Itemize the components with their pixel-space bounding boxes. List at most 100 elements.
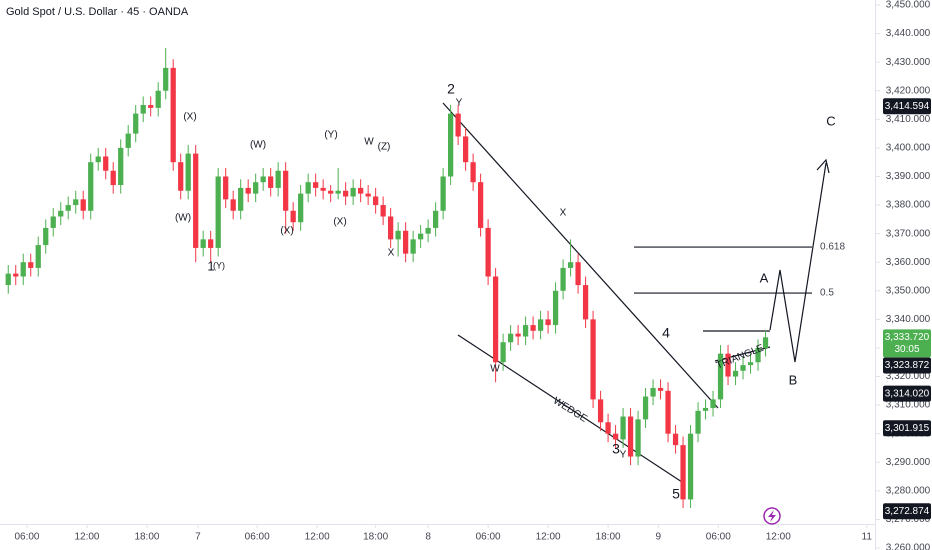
- candle-body: [5, 273, 11, 286]
- candle-body: [612, 433, 619, 440]
- candle-body: [433, 210, 439, 228]
- candle-body: [275, 170, 281, 188]
- candle-body: [575, 262, 581, 286]
- candle-body: [410, 239, 416, 254]
- candle-body: [365, 193, 371, 197]
- candle-body: [320, 187, 326, 191]
- price-tag: [883, 420, 931, 437]
- candle-body: [492, 276, 499, 363]
- candle-body: [447, 113, 454, 177]
- arrow-head: [816, 158, 830, 174]
- candle-body: [702, 407, 709, 411]
- x-tick-label: 06:00: [476, 532, 501, 543]
- candle-body: [253, 182, 259, 194]
- candle-body: [567, 262, 574, 268]
- candle-body: [80, 199, 86, 211]
- candle-body: [223, 176, 229, 200]
- candle-body: [522, 325, 529, 337]
- x-tick-label: 18:00: [596, 532, 621, 543]
- alert-icon[interactable]: [763, 507, 781, 525]
- candle-body: [28, 262, 34, 268]
- wave-label: W: [490, 364, 500, 375]
- price-tag: [883, 329, 931, 358]
- candle-body: [328, 190, 334, 194]
- candle-body: [530, 325, 536, 331]
- wave-label: 5: [672, 486, 680, 502]
- candle-body: [298, 193, 304, 223]
- candle-body: [537, 319, 544, 331]
- y-tick-label: 3,380.000: [886, 200, 931, 211]
- candle-body: [35, 245, 41, 268]
- candle-body: [635, 419, 641, 457]
- x-tick-label: 12:00: [536, 532, 561, 543]
- price-tag-label: 3,414.594: [885, 101, 930, 112]
- price-tag-label: 3,301.915: [885, 423, 930, 434]
- candle-body: [395, 230, 401, 240]
- wave-label: (X): [280, 226, 293, 237]
- candle-body: [20, 262, 26, 277]
- wave-label: W: [364, 137, 374, 148]
- candle-body: [620, 416, 626, 440]
- candle-body: [43, 227, 49, 246]
- wave-label: Y: [456, 98, 463, 109]
- candle-body: [103, 156, 109, 171]
- candle-body: [477, 182, 484, 228]
- wave-label: (Z): [378, 142, 391, 153]
- candle-body: [470, 162, 476, 183]
- candle-body: [680, 445, 686, 500]
- y-tick-label: 3,360.000: [886, 257, 931, 268]
- candle-body: [283, 170, 289, 211]
- candle-body: [163, 67, 169, 91]
- candle-body: [208, 239, 214, 248]
- candle-body: [740, 365, 746, 371]
- candle-body: [155, 90, 161, 108]
- candle-body: [170, 67, 176, 163]
- candle-body: [335, 190, 341, 194]
- candle-body: [605, 422, 611, 434]
- candle-body: [732, 370, 739, 377]
- x-tick-label: 12:00: [74, 532, 99, 543]
- candle-body: [380, 205, 386, 217]
- candle-body: [418, 233, 424, 240]
- y-tick-label: 3,280.000: [886, 485, 931, 496]
- wave-label: (W): [175, 213, 191, 224]
- candle-body: [193, 153, 199, 248]
- y-tick-label: 3,400.000: [886, 143, 931, 154]
- wave-label: 1: [207, 258, 214, 273]
- fib-label: 0.618: [820, 242, 845, 253]
- candle-body: [178, 162, 184, 191]
- wave-label: B: [789, 372, 798, 387]
- candle-body: [440, 176, 446, 211]
- candle-body: [305, 182, 311, 194]
- candle-body: [343, 190, 349, 197]
- y-tick-label: 3,450.000: [886, 0, 931, 11]
- price-tag: [883, 357, 931, 374]
- candle-body: [462, 136, 469, 163]
- candle-body: [582, 285, 589, 320]
- x-tick-label: 9: [656, 532, 662, 543]
- candle-body: [140, 105, 146, 114]
- candle-body: [672, 433, 679, 446]
- x-tick-label: 11: [862, 532, 873, 543]
- candle-body: [388, 216, 394, 240]
- candle-body: [545, 319, 551, 326]
- candle-body: [515, 333, 521, 337]
- price-tag-label: 3,323.872: [885, 360, 930, 371]
- candle-body: [125, 133, 131, 148]
- wedge-upper: [442, 102, 719, 409]
- candle-body: [627, 416, 634, 457]
- y-tick-label: 3,320.000: [886, 371, 931, 382]
- candle-body: [657, 387, 664, 391]
- candle-body: [710, 399, 716, 408]
- candle-body: [500, 342, 506, 363]
- candle-body: [50, 216, 56, 228]
- price-tag: [883, 503, 931, 520]
- candle-body: [58, 210, 64, 217]
- wave-label: X: [388, 248, 395, 259]
- y-tick-label: 3,260.000: [886, 543, 931, 550]
- projection-arrow: [769, 162, 827, 363]
- candle-body: [403, 230, 409, 254]
- candle-body: [13, 273, 19, 277]
- candle-body: [695, 410, 701, 434]
